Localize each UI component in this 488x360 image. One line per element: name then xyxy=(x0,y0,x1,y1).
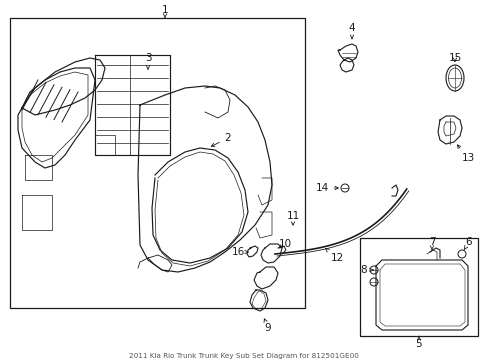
Text: 11: 11 xyxy=(286,211,299,225)
Text: 2: 2 xyxy=(211,133,231,147)
Text: 8: 8 xyxy=(360,265,372,275)
Text: 1: 1 xyxy=(162,5,168,18)
Text: 4: 4 xyxy=(348,23,355,39)
Text: 9: 9 xyxy=(264,319,271,333)
Text: 5: 5 xyxy=(415,336,422,349)
Bar xyxy=(10,18,305,308)
Text: 15: 15 xyxy=(447,53,461,63)
Text: 2011 Kia Rio Trunk Trunk Key Sub Set Diagram for 812501GE00: 2011 Kia Rio Trunk Trunk Key Sub Set Dia… xyxy=(129,353,358,359)
Bar xyxy=(359,238,477,336)
Text: 6: 6 xyxy=(463,237,471,250)
Text: 3: 3 xyxy=(144,53,151,69)
Text: 10: 10 xyxy=(278,239,291,249)
Text: 12: 12 xyxy=(325,248,343,263)
Text: 7: 7 xyxy=(428,237,434,250)
Text: 13: 13 xyxy=(456,145,474,163)
Text: 14: 14 xyxy=(315,183,338,193)
Text: 16: 16 xyxy=(231,247,247,257)
